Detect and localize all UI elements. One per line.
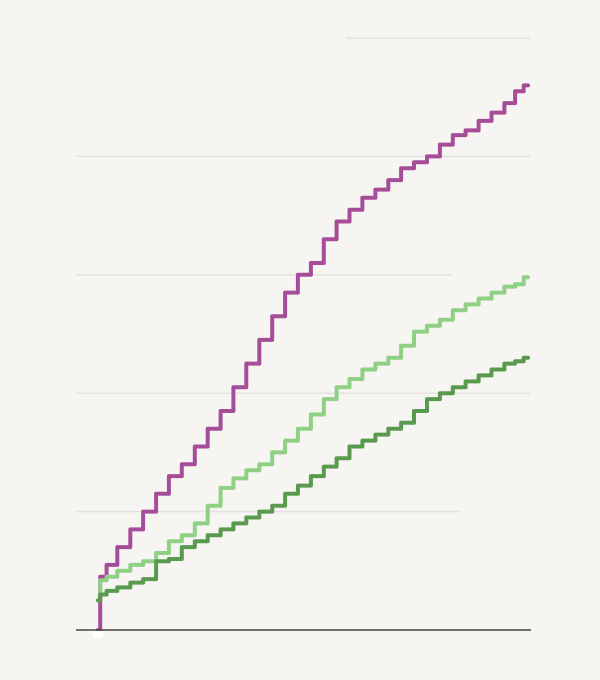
series-line-3 <box>96 355 530 603</box>
origin-marker <box>93 631 103 638</box>
series-line-2 <box>96 275 530 603</box>
series-lines <box>96 83 530 632</box>
series-line-1 <box>96 83 530 632</box>
